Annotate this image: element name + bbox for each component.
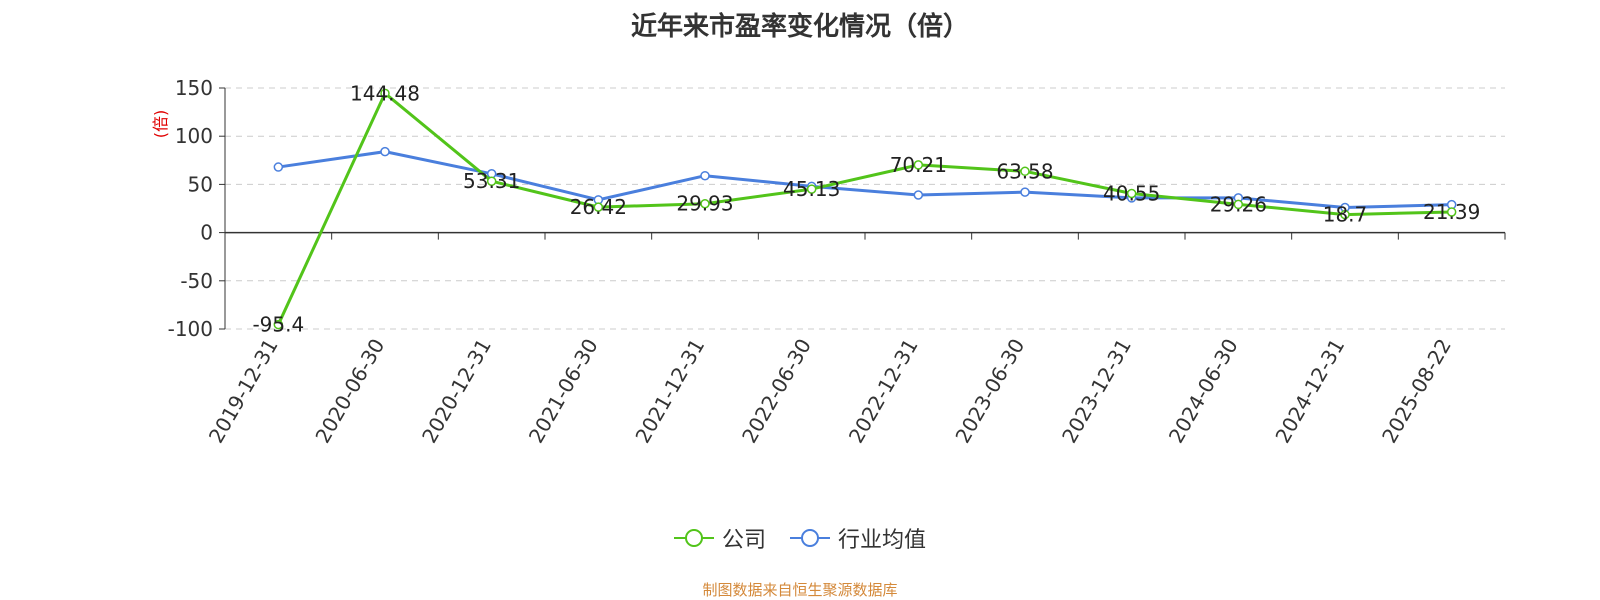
- industry-point: [380, 146, 390, 157]
- x-tick-label: 2020-12-31: [417, 334, 496, 447]
- data-label: 45.13: [783, 177, 840, 201]
- series-lines: [273, 88, 1457, 330]
- series-line-industry-average: [278, 150, 1452, 210]
- company-point: [593, 202, 604, 212]
- company-point: [806, 184, 817, 194]
- x-tick-label: 2019-12-31: [204, 335, 283, 448]
- legend-industry-label: 行业均值: [838, 528, 927, 553]
- company-point: [913, 160, 924, 170]
- industry-point: [913, 190, 924, 200]
- company-point: [1233, 199, 1244, 210]
- y-axis-label: (倍): [151, 110, 170, 139]
- legend-item-industry-average[interactable]: 行业均值: [790, 522, 926, 554]
- grid-lines: [225, 87, 1505, 330]
- x-tick-label: 2022-06-30: [737, 335, 816, 448]
- y-tick-label: 50: [188, 172, 213, 196]
- data-label: 29.26: [1210, 192, 1267, 216]
- data-label: 144.48: [350, 81, 420, 105]
- x-tick-label: 2020-06-30: [310, 335, 389, 448]
- y-tick-label: 150: [175, 76, 213, 100]
- data-label: 53.31: [463, 169, 520, 193]
- x-tick-label: 2021-12-31: [630, 335, 709, 448]
- y-tick-label: -50: [180, 269, 213, 293]
- y-tick-label: 100: [175, 124, 213, 148]
- data-label: 29.93: [676, 192, 733, 216]
- company-point: [1446, 207, 1457, 217]
- x-tick-label: 2024-12-31: [1270, 335, 1349, 448]
- industry-point: [700, 170, 710, 181]
- data-label: -95.4: [252, 313, 304, 337]
- x-tick-label: 2021-06-30: [524, 335, 603, 448]
- x-tick-label: 2022-12-31: [844, 334, 923, 447]
- legend-industry-icon: [790, 529, 830, 547]
- company-point: [1126, 188, 1137, 199]
- y-tick-label: 0: [200, 221, 213, 245]
- company-point: [380, 88, 390, 99]
- company-point: [700, 198, 710, 209]
- x-tick-label: 2025-08-22: [1377, 335, 1456, 448]
- legend: 公司 行业均值: [0, 522, 1600, 554]
- data-label: 63.58: [996, 159, 1053, 183]
- data-label: 26.42: [570, 195, 627, 219]
- company-point: [486, 176, 497, 186]
- data-labels: -95.4 144.48 53.31 26.42 29.93 45.13 70.21 63.5…: [252, 81, 1480, 336]
- x-tick-label: 2023-12-31: [1057, 335, 1136, 448]
- data-label: 40.55: [1103, 182, 1160, 206]
- company-point: [1340, 209, 1350, 220]
- legend-company-label: 公司: [721, 528, 766, 553]
- industry-point: [1020, 187, 1030, 197]
- industry-point: [273, 162, 284, 172]
- series-line-company: [276, 91, 1452, 326]
- company-point: [273, 319, 284, 330]
- legend-company-icon: [673, 529, 714, 547]
- source-note: 制图数据来自恒生聚源数据库: [702, 581, 898, 599]
- data-label: 70.21: [890, 153, 947, 177]
- data-label: 21.39: [1423, 200, 1480, 224]
- y-tick-label: -100: [168, 317, 213, 341]
- chart-title: 近年来市盈率变化情况（倍）: [630, 12, 969, 42]
- data-label: 18.7: [1323, 203, 1368, 227]
- legend-item-company[interactable]: 公司: [673, 522, 766, 554]
- x-tick-label: 2023-06-30: [950, 335, 1029, 448]
- company-point: [1020, 166, 1030, 177]
- x-tick-label: 2024-06-30: [1164, 335, 1243, 448]
